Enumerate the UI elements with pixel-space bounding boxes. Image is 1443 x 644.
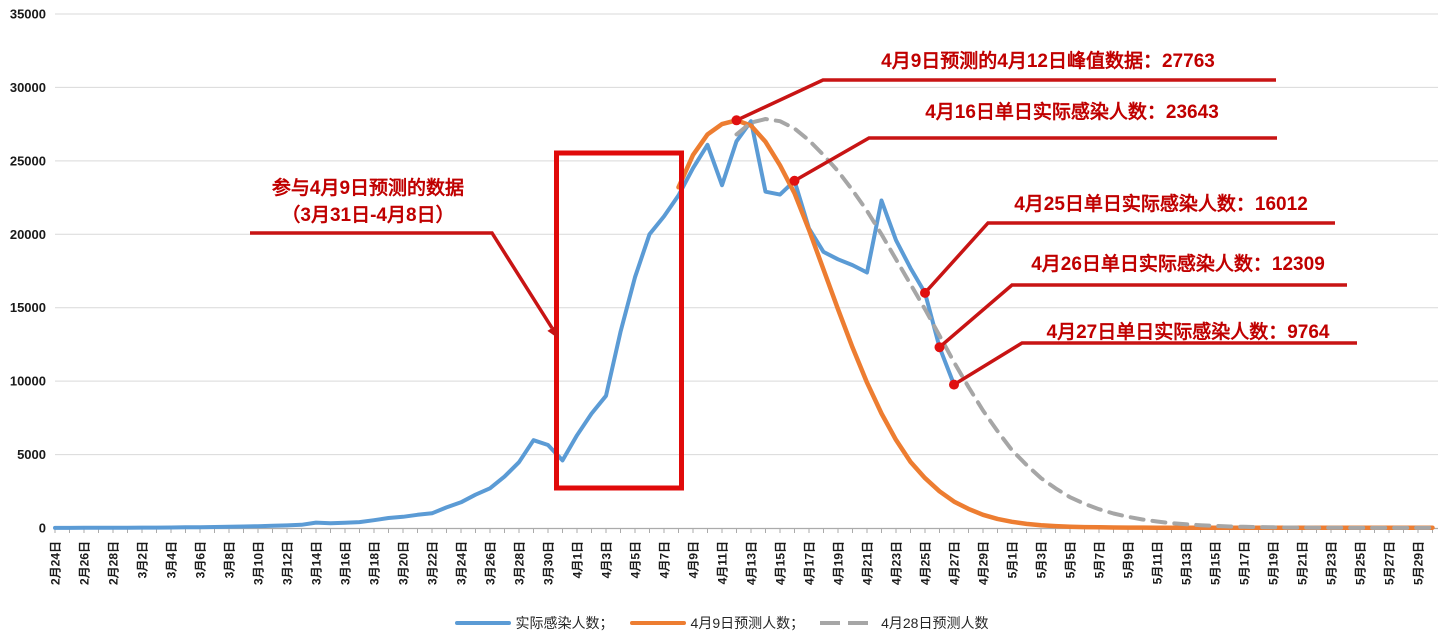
x-tick-label: 5月27日 xyxy=(1383,541,1397,585)
annotation-dot xyxy=(789,175,800,186)
legend-label-forecast-apr28: 4月28日预测人数 xyxy=(881,615,989,631)
legend-marker-forecast-apr28-dashes xyxy=(820,621,877,625)
legend-marker-actual-line xyxy=(454,621,511,625)
x-tick-label: 3月18日 xyxy=(368,541,382,585)
x-tick-label: 5月23日 xyxy=(1325,541,1339,585)
x-tick-label: 3月28日 xyxy=(513,541,527,585)
x-tick-label: 5月11日 xyxy=(1151,541,1165,584)
annotation-leader-line xyxy=(793,136,1277,183)
highlight-box xyxy=(554,150,684,491)
x-tick-label: 5月29日 xyxy=(1412,541,1426,585)
x-tick-label: 5月19日 xyxy=(1267,541,1281,585)
highlight-box-label-line1: 参与4月9日预测的数据 xyxy=(271,178,465,199)
annotation-dot xyxy=(731,115,742,126)
x-tick-label: 5月21日 xyxy=(1296,541,1310,585)
annotation-leader-line xyxy=(735,78,1276,122)
legend-item-forecast-apr28: 4月28日预测人数 xyxy=(820,613,988,633)
x-tick-label: 3月20日 xyxy=(397,541,411,585)
y-tick-label: 35000 xyxy=(10,7,46,22)
x-tick-label: 4月19日 xyxy=(832,541,846,585)
x-tick-label: 4月3日 xyxy=(600,541,614,578)
x-tick-label: 5月5日 xyxy=(1064,541,1078,578)
x-tick-label: 4月29日 xyxy=(977,541,991,585)
annotation-apr16-actual: 4月16日单日实际感染人数：23643 xyxy=(925,102,1219,123)
x-tick-label: 2月28日 xyxy=(107,541,121,585)
x-tick-label: 4月9日 xyxy=(687,541,701,578)
annotation-apr25-actual: 4月25日单日实际感染人数：16012 xyxy=(1014,194,1308,215)
x-tick-label: 4月23日 xyxy=(890,541,904,585)
x-tick-label: 4月17日 xyxy=(803,541,817,585)
x-tick-label: 3月10日 xyxy=(252,541,266,585)
annotation-leader-line xyxy=(938,283,1347,349)
x-tick-label: 4月25日 xyxy=(919,541,933,585)
x-tick-label: 3月22日 xyxy=(426,541,440,585)
x-tick-label: 3月16日 xyxy=(339,541,353,585)
x-tick-label: 3月26日 xyxy=(484,541,498,585)
annotation-dot xyxy=(934,342,945,353)
x-tick-label: 2月24日 xyxy=(49,541,63,585)
highlight-box-label-leader xyxy=(250,231,554,329)
annotation-dot xyxy=(920,287,930,298)
x-tick-label: 5月1日 xyxy=(1006,541,1020,578)
highlight-box-arrowhead xyxy=(547,325,559,339)
x-tick-label: 3月30日 xyxy=(542,541,556,585)
x-tick-label: 5月7日 xyxy=(1093,541,1107,578)
x-tick-label: 3月12日 xyxy=(281,541,295,585)
x-tick-label: 4月7日 xyxy=(658,541,672,578)
y-tick-label: 20000 xyxy=(10,227,46,242)
x-tick-label: 4月13日 xyxy=(745,541,759,585)
annotation-apr26-actual: 4月26日单日实际感染人数：12309 xyxy=(1031,254,1325,275)
x-tick-label: 4月15日 xyxy=(774,541,788,585)
x-tick-label: 3月14日 xyxy=(310,541,324,585)
annotation-dot xyxy=(949,379,959,390)
legend-label-actual: 实际感染人数； xyxy=(515,615,614,631)
legend-item-forecast-apr9: 4月9日预测人数； xyxy=(629,613,805,633)
x-tick-label: 5月15日 xyxy=(1209,541,1223,585)
y-tick-label: 0 xyxy=(39,521,46,536)
x-tick-label: 4月21日 xyxy=(861,541,875,585)
series-actual-line xyxy=(53,119,956,530)
annotation-leader-line xyxy=(953,341,1357,387)
x-tick-label: 5月25日 xyxy=(1354,541,1368,585)
x-tick-label: 3月2日 xyxy=(136,541,150,578)
legend: 实际感染人数； 4月9日预测人数； 4月28日预测人数 xyxy=(0,613,1443,633)
y-tick-label: 5000 xyxy=(17,447,46,462)
legend-marker-forecast-apr9-line xyxy=(629,621,686,625)
annotation-apr27-actual: 4月27日单日实际感染人数：9764 xyxy=(1046,322,1330,343)
legend-label-forecast-apr9: 4月9日预测人数； xyxy=(690,615,805,631)
x-tick-label: 3月24日 xyxy=(455,541,469,585)
annotation-leader-line xyxy=(923,221,1335,295)
x-tick-label: 5月17日 xyxy=(1238,541,1252,585)
x-tick-label: 3月4日 xyxy=(165,541,179,578)
y-tick-label: 30000 xyxy=(10,80,46,95)
x-tick-label: 4月5日 xyxy=(629,541,643,578)
legend-item-actual: 实际感染人数； xyxy=(454,613,614,633)
y-tick-label: 15000 xyxy=(10,300,46,315)
x-tick-label: 5月9日 xyxy=(1122,541,1136,578)
highlight-box-label-line2: （3月31日-4月8日） xyxy=(281,205,455,226)
y-tick-label: 25000 xyxy=(10,153,46,168)
x-tick-label: 2月26日 xyxy=(78,541,92,585)
y-tick-label: 10000 xyxy=(10,374,46,389)
x-tick-label: 5月13日 xyxy=(1180,541,1194,585)
x-tick-label: 3月8日 xyxy=(223,541,237,578)
x-tick-label: 4月27日 xyxy=(948,541,962,585)
x-tick-label: 3月6日 xyxy=(194,541,208,578)
series-forecast-apr28-line xyxy=(734,117,1435,530)
x-tick-label: 5月3日 xyxy=(1035,541,1049,578)
x-tick-label: 4月1日 xyxy=(571,541,585,578)
x-tick-label: 4月11日 xyxy=(716,541,730,584)
annotation-predicted-peak: 4月9日预测的4月12日峰值数据：27763 xyxy=(881,51,1215,72)
